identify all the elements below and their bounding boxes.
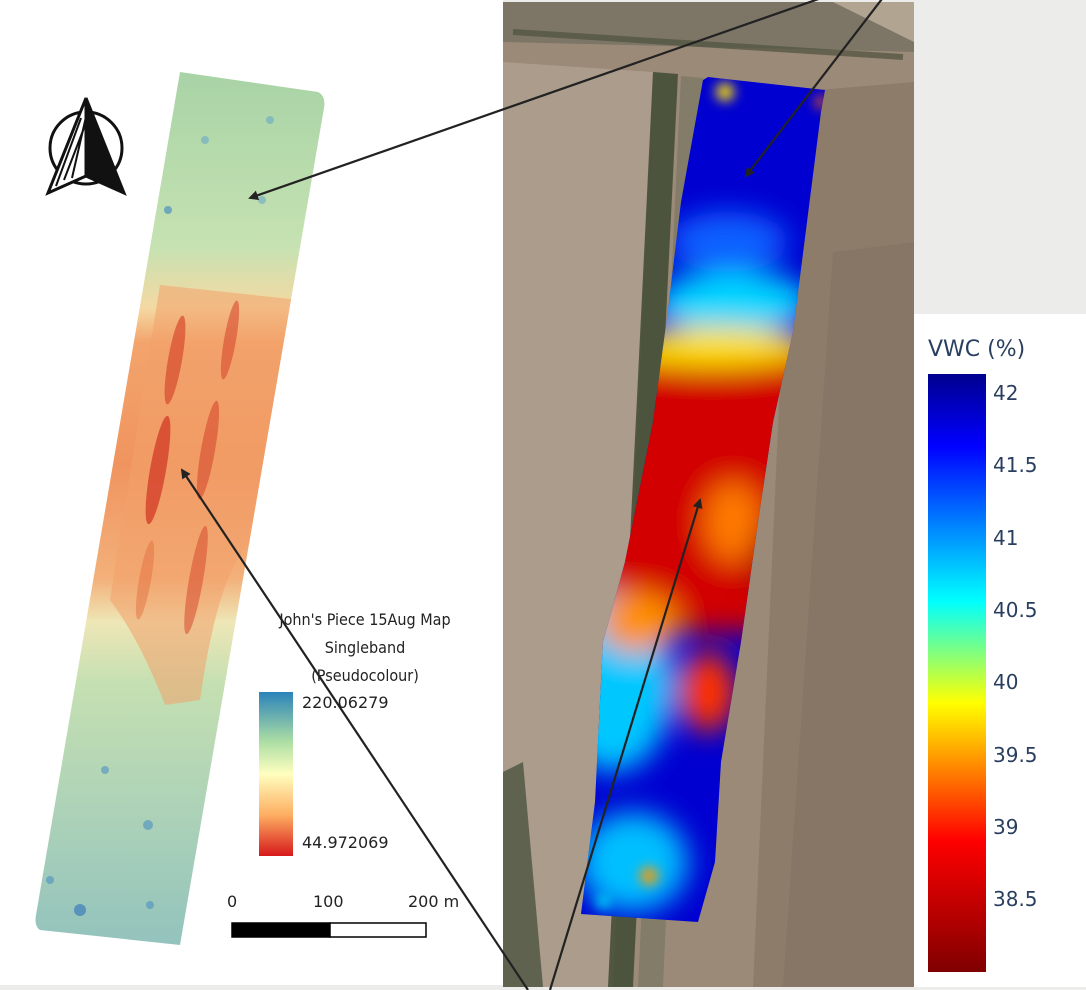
colorbar-tick: 39 <box>993 815 1019 839</box>
colorbar-tick: 40 <box>993 670 1019 694</box>
legend-max-value: 220.06279 <box>302 693 389 712</box>
colorbar-tick: 42 <box>993 381 1019 405</box>
north-arrow-icon <box>45 97 127 196</box>
scale-label-100: 100 <box>313 892 344 911</box>
colorbar-title: VWC (%) <box>928 337 1026 362</box>
colorbar-tick: 41.5 <box>993 453 1038 477</box>
colorbar-tick: 41 <box>993 526 1019 550</box>
legend-title-line1: John's Piece 15Aug Map <box>279 610 451 629</box>
vwc-colorbar <box>928 374 986 972</box>
scale-label-0: 0 <box>227 892 238 911</box>
colorbar-tick: 39.5 <box>993 743 1038 767</box>
colorbar-tick: 38.5 <box>993 887 1038 911</box>
legend-color-ramp <box>259 692 293 856</box>
colorbar-canvas <box>928 374 986 972</box>
satellite-canvas <box>503 2 914 987</box>
colorbar-panel <box>914 314 1086 987</box>
legend-title-line3: (Pseudocolour) <box>311 666 419 685</box>
scale-bar <box>231 922 427 938</box>
qgis-map-canvas <box>35 72 427 945</box>
colorbar-tick: 40.5 <box>993 598 1038 622</box>
legend-min-value: 44.972069 <box>302 833 389 852</box>
satellite-map-panel <box>503 2 914 987</box>
scale-label-200: 200 m <box>408 892 460 911</box>
qgis-map-panel: John's Piece 15Aug Map Singleband (Pseud… <box>0 0 503 985</box>
legend-title-line2: Singleband <box>324 638 406 657</box>
